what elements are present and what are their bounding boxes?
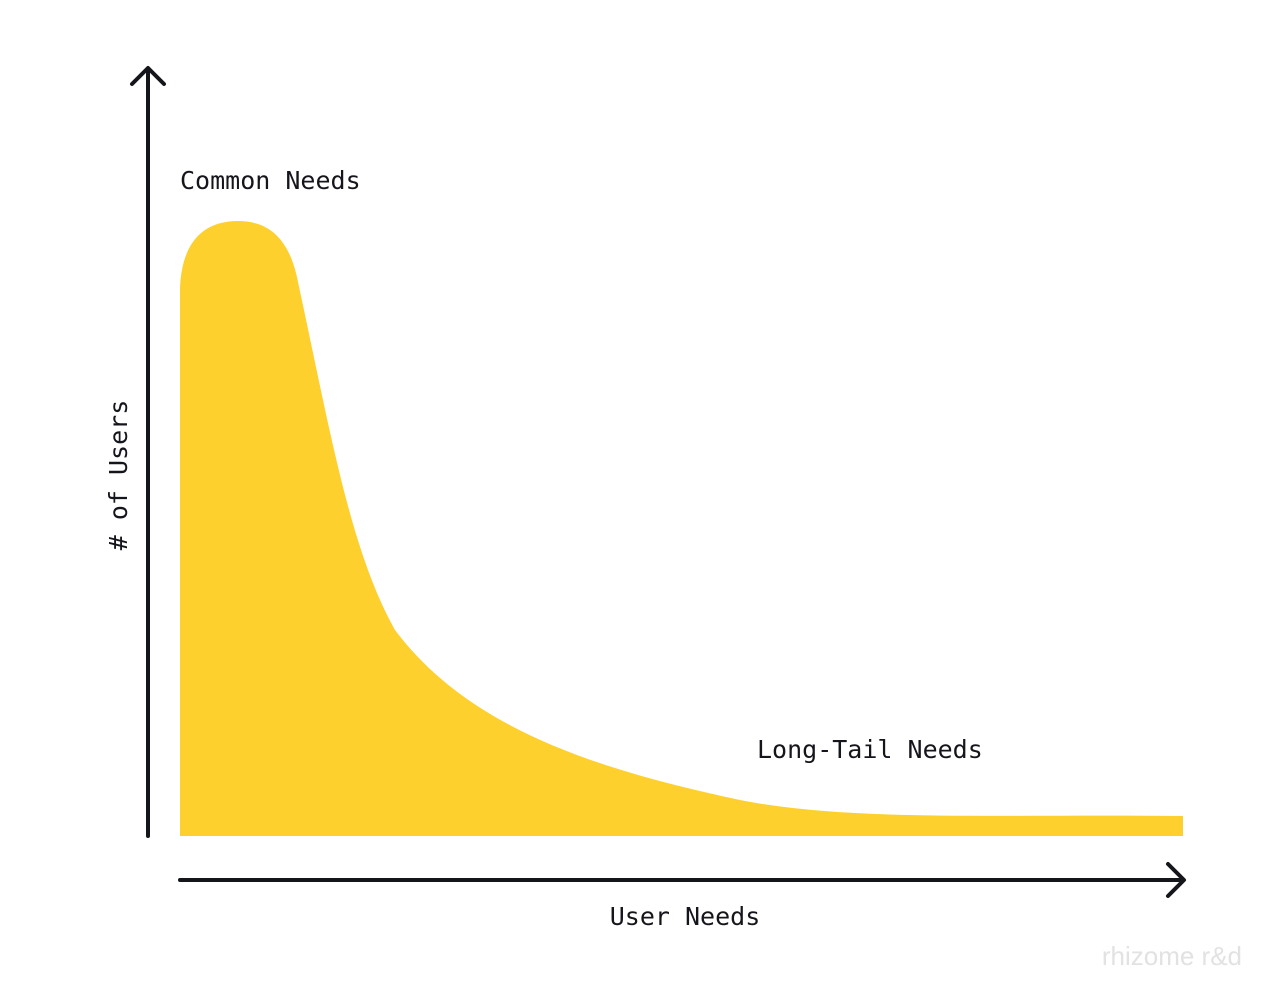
x-axis [178, 862, 1186, 898]
long-tail-curve [180, 221, 1183, 836]
watermark: rhizome r&d [1102, 941, 1242, 971]
x-axis-label: User Needs [610, 902, 761, 931]
annotation: Common Needs [180, 166, 361, 195]
annotation: Long-Tail Needs [757, 735, 983, 764]
y-axis [130, 66, 166, 838]
y-axis-label: # of Users [104, 400, 133, 551]
